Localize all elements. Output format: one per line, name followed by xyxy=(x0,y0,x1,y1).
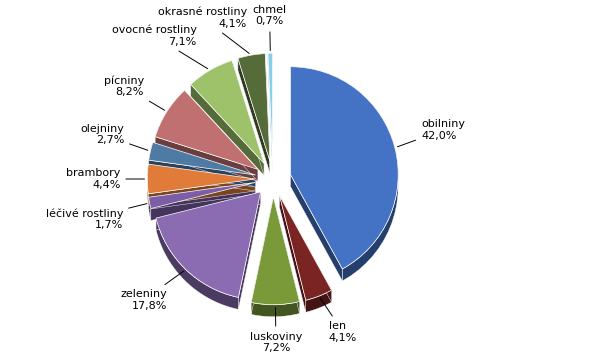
Polygon shape xyxy=(149,142,153,172)
Wedge shape xyxy=(156,192,261,297)
Text: luskoviny
7,2%: luskoviny 7,2% xyxy=(250,308,302,353)
Wedge shape xyxy=(147,164,255,194)
Polygon shape xyxy=(290,175,342,281)
Text: olejniny
2,7%: olejniny 2,7% xyxy=(80,124,148,150)
Wedge shape xyxy=(155,90,258,169)
Polygon shape xyxy=(149,197,151,221)
Polygon shape xyxy=(155,137,258,182)
Polygon shape xyxy=(280,196,332,302)
Wedge shape xyxy=(268,53,272,161)
Polygon shape xyxy=(265,54,270,173)
Text: okrasné rostliny
4,1%: okrasné rostliny 4,1% xyxy=(158,6,249,53)
Polygon shape xyxy=(151,183,255,221)
Wedge shape xyxy=(251,197,300,305)
Polygon shape xyxy=(238,192,261,309)
Polygon shape xyxy=(280,196,306,312)
Polygon shape xyxy=(251,197,274,314)
Wedge shape xyxy=(238,54,270,161)
Text: ovocné rostliny
7,1%: ovocné rostliny 7,1% xyxy=(112,25,207,69)
Text: brambory
4,4%: brambory 4,4% xyxy=(66,168,145,190)
Polygon shape xyxy=(232,61,264,175)
Polygon shape xyxy=(251,301,300,317)
Wedge shape xyxy=(280,196,332,300)
Polygon shape xyxy=(238,54,265,71)
Polygon shape xyxy=(191,61,232,96)
Text: len
4,1%: len 4,1% xyxy=(320,298,357,343)
Polygon shape xyxy=(156,218,238,309)
Polygon shape xyxy=(148,179,255,206)
Text: chmel
0,7%: chmel 0,7% xyxy=(252,5,287,50)
Wedge shape xyxy=(290,67,398,269)
Polygon shape xyxy=(156,192,261,230)
Polygon shape xyxy=(268,53,272,65)
Polygon shape xyxy=(148,164,255,191)
Polygon shape xyxy=(153,142,255,187)
Wedge shape xyxy=(149,183,255,209)
Text: obilniny
42,0%: obilniny 42,0% xyxy=(398,120,465,147)
Wedge shape xyxy=(191,61,264,164)
Text: pícniny
8,2%: pícniny 8,2% xyxy=(104,75,164,110)
Polygon shape xyxy=(191,84,264,175)
Polygon shape xyxy=(290,67,398,281)
Polygon shape xyxy=(155,90,184,149)
Polygon shape xyxy=(268,53,272,173)
Polygon shape xyxy=(149,183,255,209)
Text: zeleniny
17,8%: zeleniny 17,8% xyxy=(121,271,184,311)
Polygon shape xyxy=(149,160,255,187)
Polygon shape xyxy=(184,90,258,182)
Polygon shape xyxy=(147,164,148,206)
Text: léčivé rostliny
1,7%: léčivé rostliny 1,7% xyxy=(46,204,147,230)
Polygon shape xyxy=(238,58,270,173)
Wedge shape xyxy=(149,142,255,175)
Polygon shape xyxy=(274,197,300,314)
Polygon shape xyxy=(306,290,332,312)
